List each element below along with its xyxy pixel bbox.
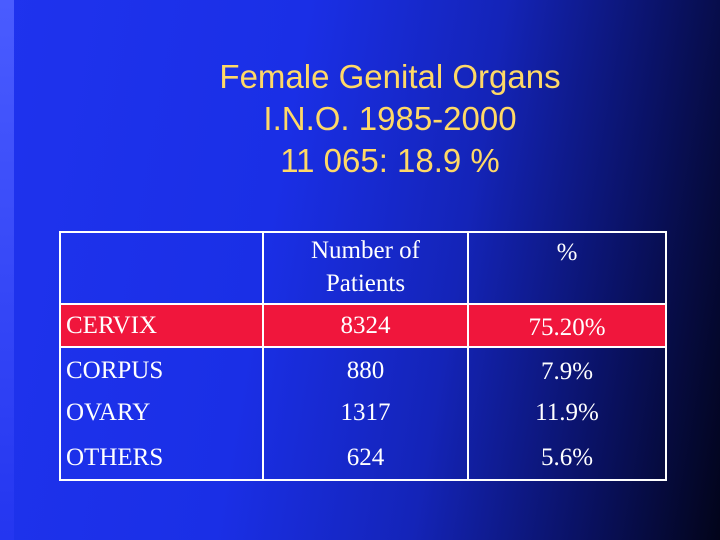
column-divider-2 xyxy=(467,231,469,481)
row-patients: 624 xyxy=(346,444,385,471)
row-percent: 5.6% xyxy=(540,444,594,471)
highlighted-row-background xyxy=(61,305,665,347)
slide-title: Female Genital Organs I.N.O. 1985-2000 1… xyxy=(150,56,630,182)
row-patients: 1317 xyxy=(340,399,391,426)
row-patients: 880 xyxy=(346,357,385,384)
row-site: OTHERS xyxy=(66,444,164,471)
row-percent: 75.20% xyxy=(528,314,606,341)
column-divider-1 xyxy=(262,231,264,481)
title-line-3: 11 065: 18.9 % xyxy=(280,142,500,179)
row-site: CERVIX xyxy=(66,312,158,339)
row-percent: 11.9% xyxy=(535,399,599,426)
title-line-2: I.N.O. 1985-2000 xyxy=(263,100,517,137)
row-site: OVARY xyxy=(66,399,151,426)
header-divider xyxy=(59,303,667,305)
table-border xyxy=(59,231,667,481)
header-percent: % xyxy=(556,239,578,266)
row-patients: 8324 xyxy=(340,312,391,339)
title-line-1: Female Genital Organs xyxy=(219,58,561,95)
row-site: CORPUS xyxy=(66,357,164,384)
highlight-divider xyxy=(59,346,667,348)
slide-left-bar xyxy=(0,0,14,540)
row-percent: 7.9% xyxy=(540,358,594,385)
header-patients-line2: Patients xyxy=(325,270,406,297)
header-patients-line1: Number of xyxy=(311,237,420,264)
